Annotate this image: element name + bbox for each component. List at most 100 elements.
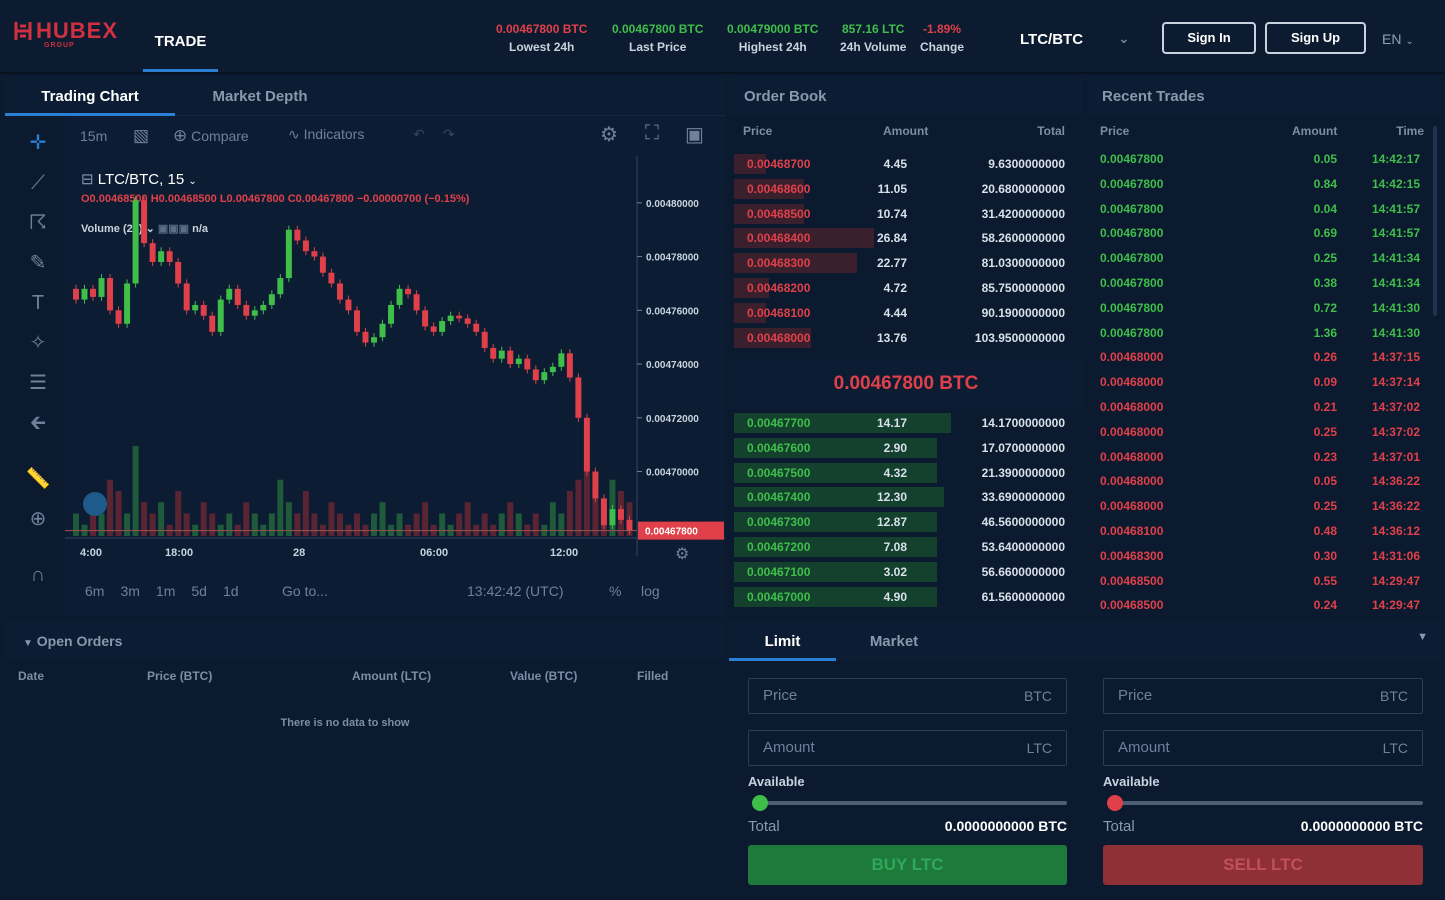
buy-slider[interactable] [752, 795, 1067, 811]
sell-amount-input[interactable]: Amount LTC [1103, 730, 1423, 766]
buy-price-input[interactable]: Price BTC [748, 678, 1067, 714]
order-book-row[interactable]: 0.00467500 4.32 21.3900000000 [729, 461, 1083, 485]
text-icon[interactable]: T [31, 292, 45, 314]
tab-market[interactable]: Market [869, 633, 919, 650]
language-selector[interactable]: EN ⌄ [1382, 31, 1414, 47]
pair-selector[interactable]: LTC/BTC [1020, 31, 1084, 48]
candle [124, 283, 131, 324]
candle [388, 304, 395, 324]
sell-price-input[interactable]: Price BTC [1103, 678, 1423, 714]
interval-selector[interactable]: 15m [80, 128, 108, 144]
caret-down-icon[interactable]: ▼ [1417, 631, 1428, 643]
volume-bar [311, 513, 318, 536]
order-book-row[interactable]: 0.00468000 13.76 103.9500000000 [729, 326, 1083, 350]
depth-bar [734, 302, 766, 323]
order-book-row[interactable]: 0.00467200 7.08 53.6400000000 [729, 535, 1083, 559]
buy-amount-input[interactable]: Amount LTC [748, 730, 1067, 766]
order-book-row[interactable]: 0.00467400 12.30 33.6900000000 [729, 485, 1083, 509]
order-book-row[interactable]: 0.00467600 2.90 17.0700000000 [729, 436, 1083, 460]
crosshair-icon[interactable]: ✛ [29, 132, 47, 154]
candle [515, 358, 522, 365]
stat-value: 0.00479000 BTC [727, 22, 819, 36]
sell-button[interactable]: SELL LTC [1103, 845, 1423, 885]
scrollbar[interactable] [1433, 126, 1437, 316]
plus-circle-icon: ⊕ [173, 126, 188, 145]
ob-total: 33.6900000000 [981, 490, 1065, 505]
percent-toggle[interactable]: % [609, 583, 622, 599]
open-orders-toggle[interactable]: ▼ Open Orders [23, 633, 122, 649]
candle-type-icon[interactable]: ▧ [133, 126, 150, 145]
camera-icon[interactable]: ▣ [685, 124, 704, 146]
goto-button[interactable]: Go to... [282, 583, 328, 599]
brush-icon[interactable]: ✎ [29, 252, 47, 274]
trade-row: 0.00467800 0.04 14:41:57 [1087, 197, 1437, 221]
order-book-row[interactable]: 0.00467100 3.02 56.6600000000 [729, 560, 1083, 584]
range-button-1m[interactable]: 1m [155, 583, 176, 599]
back-arrow-icon[interactable]: 🡰 [29, 412, 47, 434]
order-book-row[interactable]: 0.00468500 10.74 31.4200000000 [729, 202, 1083, 226]
order-book-row[interactable]: 0.00468200 4.72 85.7500000000 [729, 276, 1083, 300]
gear-icon[interactable]: ⚙ [600, 124, 618, 146]
range-button-5d[interactable]: 5d [191, 583, 207, 599]
y-tick-label: 0.00480000 [646, 199, 699, 210]
trend-line-icon[interactable]: ⟋ [31, 172, 45, 194]
magnet-icon[interactable]: ∩ [30, 564, 46, 586]
tab-limit[interactable]: Limit [729, 621, 836, 661]
chevron-down-icon[interactable]: ⌄ [1118, 30, 1130, 46]
order-book-row[interactable]: 0.00467300 12.87 46.5600000000 [729, 510, 1083, 534]
volume-bar [132, 446, 139, 536]
buy-slider-knob[interactable] [752, 795, 768, 811]
sell-slider-knob[interactable] [1107, 795, 1123, 811]
fib-icon[interactable]: ☈ [29, 212, 47, 234]
order-book-row[interactable]: 0.00467000 4.90 61.5600000000 [729, 585, 1083, 609]
candle [217, 299, 224, 332]
trade-time: 14:37:01 [1371, 449, 1420, 464]
volume-bar [226, 513, 233, 536]
order-book-row[interactable]: 0.00467700 14.17 14.1700000000 [729, 411, 1083, 435]
log-toggle[interactable]: log [641, 583, 660, 599]
trade-amount: 0.21 [1313, 400, 1337, 414]
trade-time: 14:37:15 [1371, 350, 1420, 365]
order-book-row[interactable]: 0.00468100 4.44 90.1900000000 [729, 301, 1083, 325]
order-book-row[interactable]: 0.00468700 4.45 9.6300000000 [729, 152, 1083, 176]
trade-row: 0.00468500 0.24 14:29:47 [1087, 593, 1437, 617]
rt-header-time: Time [1396, 124, 1424, 138]
order-book-row[interactable]: 0.00468400 26.84 58.2600000000 [729, 226, 1083, 250]
candle [405, 288, 412, 295]
range-button-6m[interactable]: 6m [85, 583, 105, 599]
order-book-row[interactable]: 0.00468600 11.05 20.6800000000 [729, 177, 1083, 201]
rt-header-price: Price [1100, 124, 1130, 138]
undo-icon[interactable]: ↶ [413, 126, 425, 142]
buy-available-label: Available [748, 774, 805, 789]
nav-trade[interactable]: TRADE [143, 0, 218, 72]
prediction-icon[interactable]: ☰ [29, 372, 47, 394]
zoom-icon[interactable]: ⊕ [29, 508, 47, 530]
buy-button[interactable]: BUY LTC [748, 845, 1067, 885]
sign-up-button[interactable]: Sign Up [1265, 22, 1366, 54]
sign-in-button[interactable]: Sign In [1162, 22, 1256, 54]
indicators-button[interactable]: ∿ Indicators [288, 126, 364, 143]
chart-symbol[interactable]: ⊟ LTC/BTC, 15 ⌄ [81, 170, 197, 188]
gear-icon[interactable]: ⚙ [675, 546, 689, 563]
tab-market-depth[interactable]: Market Depth [212, 88, 308, 105]
redo-icon[interactable]: ↷ [443, 126, 455, 142]
order-book-row[interactable]: 0.00468300 22.77 81.0300000000 [729, 251, 1083, 275]
collapse-icon: ⊟ [81, 171, 94, 188]
pattern-icon[interactable]: ✧ [29, 332, 47, 354]
fullscreen-icon[interactable]: ⛶ [645, 122, 659, 144]
compare-button[interactable]: ⊕ Compare [173, 126, 249, 146]
tab-trading-chart[interactable]: Trading Chart [5, 76, 175, 116]
range-button-3m[interactable]: 3m [120, 583, 140, 599]
volume-bar [439, 513, 446, 536]
ruler-icon[interactable]: 📏 [25, 468, 51, 490]
price-chart[interactable]: 0.00480000 0.00478000 0.00476000 0.00474000… [65, 156, 725, 576]
trade-amount: 0.26 [1313, 350, 1337, 365]
range-button-1d[interactable]: 1d [222, 583, 239, 599]
sell-slider[interactable] [1107, 795, 1423, 811]
cloud-icon[interactable] [83, 492, 107, 516]
brand-logo[interactable]: HUBEX GROUP [14, 18, 118, 49]
ob-total: 81.0300000000 [981, 256, 1065, 271]
candle [362, 331, 369, 343]
candle [277, 278, 284, 295]
candle [251, 310, 258, 316]
